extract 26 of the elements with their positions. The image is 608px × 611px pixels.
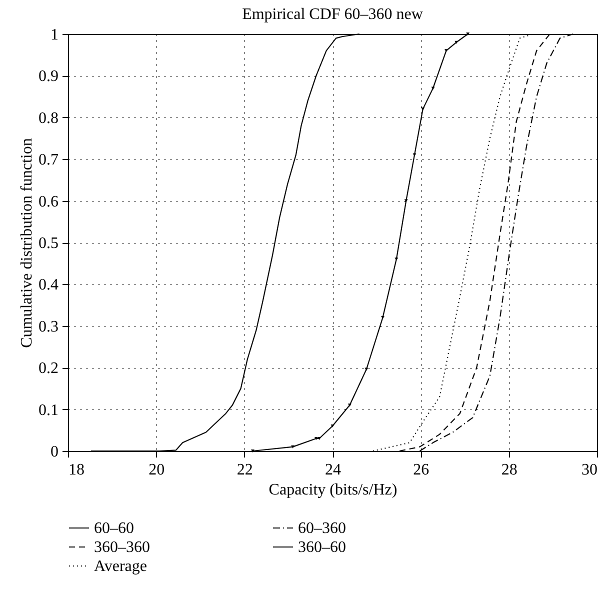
x-tick-label: 24 <box>325 462 341 478</box>
y-tick-label: 0.3 <box>38 318 58 336</box>
legend-label: Average <box>94 558 147 575</box>
x-tick-label: 26 <box>413 462 430 478</box>
x-tick-label: 20 <box>148 462 165 478</box>
y-tick-label: 0.2 <box>38 360 58 378</box>
legend-label: 60–60 <box>94 520 134 537</box>
y-tick-label: 0.4 <box>38 276 58 294</box>
x-tick-label: 18 <box>68 462 84 478</box>
y-tick-label: 0.1 <box>38 402 58 419</box>
x-tick-label: 30 <box>582 462 598 478</box>
y-tick-label: 1 <box>50 26 58 44</box>
x-tick-label: 28 <box>501 462 518 478</box>
legend-label: 360–60 <box>298 539 346 556</box>
y-tick-label: 0 <box>50 444 58 460</box>
legend-label: 360–360 <box>94 539 150 556</box>
y-tick-label: 0.8 <box>38 110 58 127</box>
y-tick-label: 0.7 <box>38 152 58 169</box>
y-axis-title: Cumulative distribution function <box>18 138 36 348</box>
y-tick-label: 0.9 <box>38 68 58 86</box>
x-tick-label: 22 <box>236 462 253 478</box>
legend-label: 60–360 <box>298 520 346 537</box>
chart-title: Empirical CDF 60–360 new <box>242 6 424 23</box>
y-tick-label: 0.6 <box>38 193 58 210</box>
y-tick-label: 0.5 <box>38 235 58 252</box>
x-axis-title: Capacity (bits/s/Hz) <box>268 482 398 498</box>
